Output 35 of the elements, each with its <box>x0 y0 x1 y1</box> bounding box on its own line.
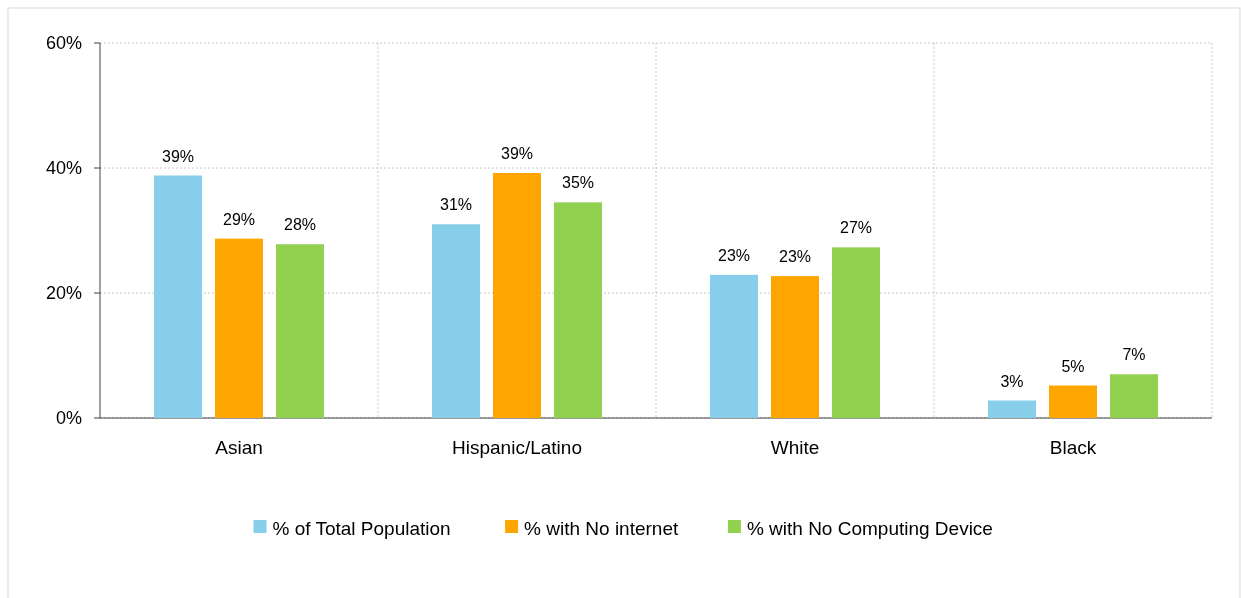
data-label: 39% <box>161 147 195 165</box>
bar <box>432 224 480 418</box>
x-tick-label: Hispanic/Latino <box>452 437 582 458</box>
bar <box>710 274 758 418</box>
legend-label: % with No Computing Device <box>746 517 993 539</box>
bar <box>988 400 1036 418</box>
x-tick-label: Black <box>1049 437 1097 458</box>
y-tick-label: 40% <box>45 158 82 179</box>
bar <box>1110 374 1158 418</box>
bar <box>554 202 602 418</box>
data-label: 27% <box>839 219 873 237</box>
bar <box>771 276 819 418</box>
data-label: 39% <box>500 145 534 162</box>
bar <box>215 238 263 418</box>
y-tick-label: 0% <box>55 408 82 429</box>
data-label: 3% <box>1000 372 1024 390</box>
data-label: 23% <box>778 248 812 266</box>
legend-label: % of Total Population <box>272 517 451 539</box>
data-label: 23% <box>717 246 751 264</box>
data-label: 7% <box>1122 346 1146 364</box>
y-tick-label: 20% <box>45 283 82 304</box>
legend-label: % with No internet <box>524 517 679 539</box>
bar <box>154 175 202 418</box>
data-label: 5% <box>1061 357 1085 375</box>
x-tick-label: White <box>770 437 820 458</box>
bar <box>493 173 541 418</box>
y-tick-label: 60% <box>45 33 82 54</box>
data-label: 29% <box>222 210 256 228</box>
data-label: 35% <box>561 174 595 192</box>
data-label: 31% <box>439 196 473 214</box>
bar <box>832 247 880 418</box>
data-label: 28% <box>283 216 317 234</box>
x-tick-label: Asian <box>215 437 263 458</box>
bar <box>1049 385 1097 418</box>
bar <box>276 244 324 418</box>
